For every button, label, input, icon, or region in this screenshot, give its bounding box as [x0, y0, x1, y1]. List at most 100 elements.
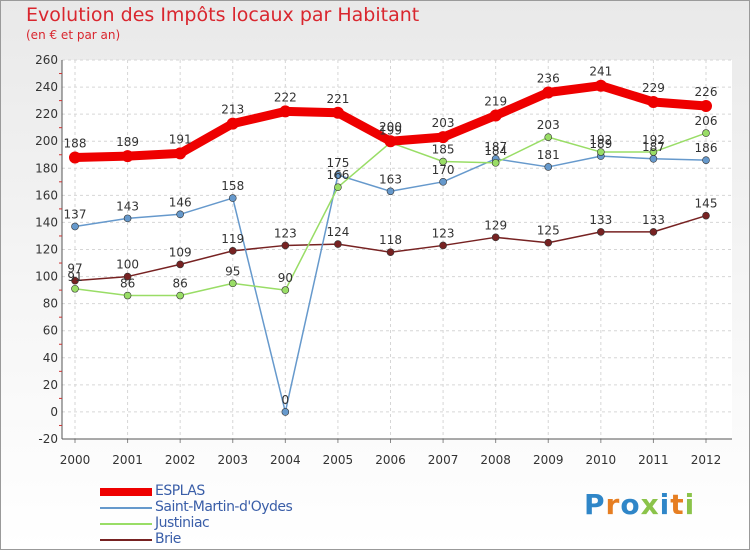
data-label: 100: [116, 258, 139, 272]
legend-label: Saint-Martin-d'Oydes: [155, 499, 293, 515]
data-point: [649, 228, 658, 236]
data-label: 145: [695, 197, 718, 211]
x-tick-label: 2005: [323, 453, 354, 467]
data-point: [594, 79, 607, 92]
y-tick-label: 200: [35, 134, 58, 148]
x-tick-label: 2007: [428, 453, 459, 467]
data-point: [597, 148, 605, 156]
data-point: [489, 109, 502, 122]
chart-subtitle: (en € et par an): [26, 28, 121, 42]
data-point: [176, 210, 184, 219]
data-label: 90: [278, 271, 293, 285]
x-tick-label: 2012: [691, 453, 722, 467]
data-point: [437, 131, 450, 144]
x-tick-label: 2006: [375, 453, 406, 467]
data-point: [702, 211, 710, 220]
x-tick-label: 2011: [638, 453, 669, 467]
data-point: [544, 163, 553, 171]
data-point: [384, 135, 397, 148]
data-point: [71, 276, 79, 285]
data-label: 163: [379, 172, 402, 186]
data-point: [331, 106, 344, 119]
data-point: [71, 222, 79, 231]
x-tick-label: 2003: [217, 453, 248, 467]
data-point: [544, 133, 553, 141]
data-label: 185: [432, 143, 455, 157]
logo-letter: o: [620, 488, 641, 521]
legend-swatch: [100, 507, 152, 509]
data-label: 125: [537, 224, 560, 238]
x-tick-label: 2004: [270, 453, 301, 467]
legend-swatch: [100, 523, 152, 525]
legend-label: Brie: [155, 531, 181, 547]
data-label: 86: [120, 277, 135, 291]
data-point: [386, 187, 395, 196]
x-tick-label: 2001: [112, 453, 143, 467]
data-point: [491, 159, 500, 167]
data-point: [226, 117, 239, 130]
x-tick-label: 2008: [480, 453, 511, 467]
data-label: 118: [379, 233, 402, 247]
data-label: 188: [64, 136, 87, 150]
data-label: 184: [484, 144, 507, 158]
x-tick-label: 2002: [165, 453, 196, 467]
data-point: [123, 214, 132, 223]
data-point: [176, 291, 184, 300]
y-tick-label: 160: [35, 188, 58, 202]
x-tick-label: 2010: [586, 453, 617, 467]
data-label: 219: [484, 94, 507, 108]
data-label: 192: [642, 133, 665, 147]
data-point: [69, 151, 81, 164]
data-point: [123, 291, 132, 300]
data-label: 236: [537, 71, 560, 85]
data-label: 187: [642, 140, 665, 154]
y-tick-label: 80: [43, 297, 58, 311]
data-point: [334, 240, 342, 248]
legend-swatch: [100, 539, 152, 541]
data-point: [281, 286, 290, 294]
data-point: [281, 408, 290, 416]
data-point: [439, 178, 447, 186]
proxiti-logo: Proxiti: [584, 488, 695, 521]
logo-letter: P: [584, 488, 606, 521]
data-label: 133: [642, 213, 665, 227]
data-point: [279, 105, 292, 118]
data-point: [121, 150, 134, 163]
y-tick-label: 180: [35, 161, 58, 175]
data-point: [123, 272, 132, 281]
logo-letter: t: [670, 488, 685, 521]
data-label: 123: [274, 226, 297, 240]
y-tick-label: 220: [35, 107, 58, 121]
data-label: 203: [537, 118, 560, 132]
data-label: 97: [67, 262, 82, 276]
data-point: [71, 284, 79, 293]
data-point: [228, 247, 237, 255]
data-label: 241: [589, 65, 612, 79]
data-label: 0: [282, 393, 290, 407]
data-label: 123: [432, 226, 455, 240]
data-point: [647, 95, 660, 108]
y-tick-label: 120: [35, 243, 58, 257]
data-label: 175: [326, 156, 349, 170]
data-point: [228, 194, 237, 202]
data-point: [439, 241, 447, 250]
data-label: 191: [169, 132, 192, 146]
data-label: 166: [326, 168, 349, 182]
data-label: 192: [589, 133, 612, 147]
data-point: [228, 279, 237, 288]
data-point: [597, 228, 605, 236]
data-label: 143: [116, 199, 139, 213]
data-label: 129: [484, 218, 507, 232]
y-tick-label: 100: [35, 270, 58, 284]
data-label: 181: [537, 148, 560, 162]
data-point: [174, 147, 187, 160]
logo-letter: x: [640, 488, 660, 521]
data-label: 95: [225, 264, 240, 278]
data-point: [281, 241, 290, 250]
data-point: [544, 238, 553, 247]
y-tick-label: 0: [50, 405, 58, 419]
data-point: [702, 129, 710, 137]
data-point: [439, 157, 447, 166]
data-point: [176, 260, 184, 269]
data-label: 86: [173, 277, 188, 291]
